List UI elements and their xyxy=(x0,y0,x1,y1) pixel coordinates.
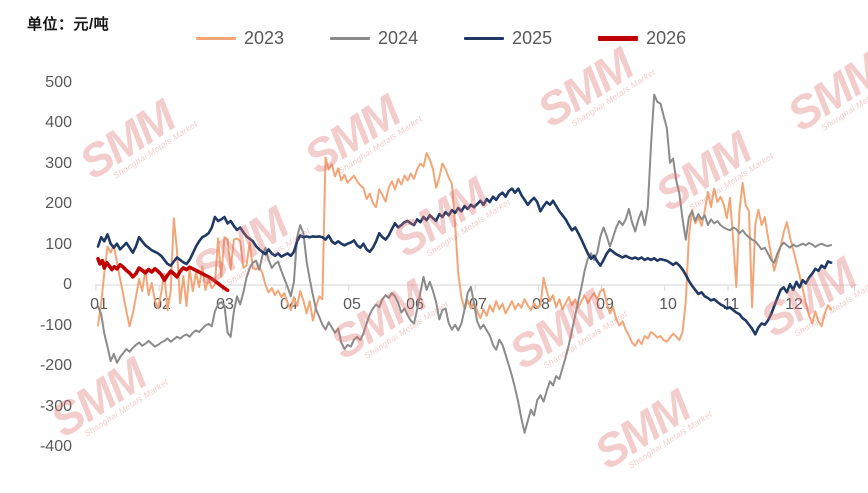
legend-label: 2025 xyxy=(512,28,553,48)
series-line-2024 xyxy=(97,93,833,434)
y-tick-label: -200 xyxy=(39,357,72,374)
legend-swatch-2026 xyxy=(598,36,639,41)
legend-swatch-2023 xyxy=(196,37,236,40)
legend-item-2023: 2023 xyxy=(196,28,284,49)
y-tick-label: -100 xyxy=(39,317,72,334)
y-tick-label: 100 xyxy=(45,236,72,253)
y-tick-label: -400 xyxy=(39,438,72,455)
legend: 2023 2024 2025 2026 xyxy=(196,28,686,49)
x-tick-label: 12 xyxy=(785,296,803,313)
x-tick-label: 10 xyxy=(659,296,677,313)
y-tick-label: 200 xyxy=(45,195,72,212)
series-line-2023 xyxy=(97,152,833,347)
legend-swatch-2024 xyxy=(330,37,371,40)
legend-swatch-2025 xyxy=(464,37,505,40)
legend-item-2024: 2024 xyxy=(330,28,418,49)
legend-item-2025: 2025 xyxy=(464,28,552,49)
legend-label: 2026 xyxy=(646,28,687,48)
series-line-2025 xyxy=(96,187,833,336)
legend-label: 2024 xyxy=(378,28,419,48)
series-line-2026 xyxy=(96,256,230,293)
legend-item-2026: 2026 xyxy=(598,28,686,49)
y-tick-label: -300 xyxy=(39,398,72,415)
y-tick-label: 500 xyxy=(45,74,72,91)
y-tick-label: 0 xyxy=(63,276,72,293)
x-tick-label: 05 xyxy=(343,296,361,313)
legend-label: 2023 xyxy=(244,28,285,48)
y-tick-label: 300 xyxy=(45,155,72,172)
unit-label: 单位：元/吨 xyxy=(27,16,110,33)
x-tick-label: 01 xyxy=(90,296,108,313)
y-tick-label: 400 xyxy=(45,114,72,131)
